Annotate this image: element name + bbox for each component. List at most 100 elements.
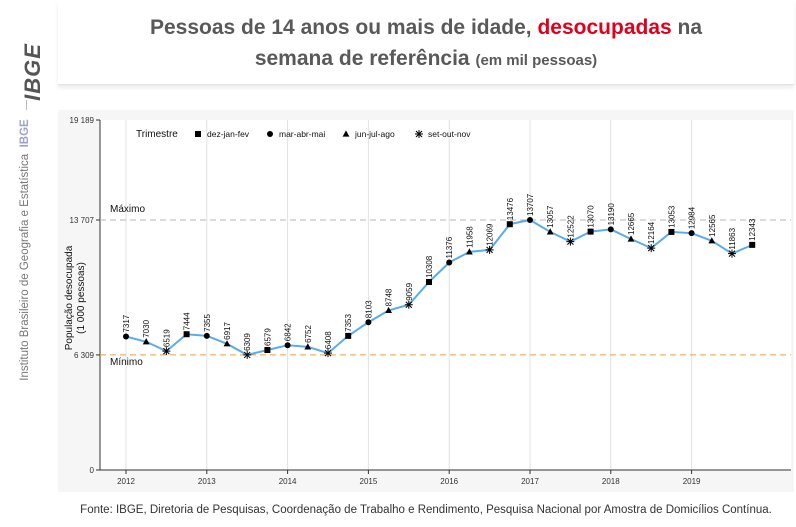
data-point (647, 244, 656, 253)
data-label: 12164 (647, 221, 656, 244)
y-tick-label: 6 309 (74, 351, 95, 360)
x-tick-label: 2012 (117, 477, 135, 486)
data-point (324, 349, 332, 358)
title-part2: na (671, 16, 703, 39)
title-part1: Pessoas de 14 anos ou mais de idade, (149, 16, 538, 39)
data-point (749, 241, 756, 248)
y-axis-label-line: (1 000 pessoas) (76, 262, 87, 334)
legend-marker (267, 131, 273, 137)
data-label: 7355 (203, 313, 212, 331)
data-label: 9059 (405, 282, 414, 300)
data-label: 12069 (486, 223, 495, 246)
line-chart: 2012 2013 2014 2015 2016 2017 2018 2019 0 6 309 13… (64, 116, 791, 486)
data-label: 10308 (425, 255, 434, 278)
series-line (125, 218, 753, 356)
data-label: 13476 (506, 197, 515, 220)
data-point (627, 235, 635, 242)
data-point (304, 343, 312, 350)
data-label: 6842 (284, 323, 293, 341)
data-point (446, 259, 453, 266)
max-reference-label: Máximo (110, 204, 145, 215)
data-point (587, 228, 594, 235)
legend-label: mar-abr-mai (279, 129, 325, 139)
legend-label: jun-jul-ago (354, 129, 395, 139)
data-label: 12343 (748, 218, 757, 241)
data-point (466, 248, 473, 255)
data-label: 7317 (122, 314, 131, 332)
data-point (546, 228, 554, 235)
min-reference-label: Mínimo (110, 357, 143, 368)
sidebar: IBGE Instituto Brasileiro de Geografia e… (0, 0, 52, 527)
data-point (385, 306, 392, 314)
data-label: 12665 (627, 212, 636, 235)
title-unit: (em mil pessoas) (475, 52, 598, 69)
data-label: 7353 (344, 314, 353, 332)
data-label: 6309 (243, 333, 252, 351)
data-point (527, 216, 533, 223)
sidebar-divider (26, 100, 27, 110)
data-label: 11376 (445, 236, 454, 258)
data-label: 13190 (607, 203, 616, 226)
data-label: 7444 (183, 312, 192, 330)
y-axis-label: População desocupada(1 000 pessoas) (64, 245, 87, 350)
title-box: Pessoas de 14 anos ou mais de idade, des… (58, 0, 794, 85)
legend-label: dez-jan-fev (207, 129, 250, 139)
title-highlight: desocupadas (537, 16, 672, 39)
data-label: 12565 (708, 214, 717, 237)
data-label: 13057 (546, 205, 555, 228)
x-tick-label: 2015 (360, 477, 378, 486)
data-point (426, 278, 432, 285)
data-point (223, 340, 231, 347)
data-label: 11863 (728, 227, 737, 249)
data-point (365, 319, 372, 326)
legend-marker (195, 131, 201, 137)
data-point (566, 237, 575, 246)
data-label: 12522 (566, 215, 575, 238)
data-point (162, 347, 171, 356)
data-label: 12984 (688, 206, 697, 229)
data-point (183, 331, 190, 338)
data-label: 7030 (142, 319, 151, 337)
institution-abbr: IBGE (19, 119, 31, 148)
source-note: Fonte: IBGE, Diretoria de Pesquisas, Coo… (80, 504, 772, 516)
x-tick-label: 2017 (521, 477, 539, 486)
data-point (264, 347, 271, 354)
data-label: 6752 (304, 324, 313, 342)
chart-panel: 2012 2013 2014 2015 2016 2017 2018 2019 0 6 309 13… (58, 110, 794, 492)
data-point (607, 226, 614, 233)
data-point (345, 332, 352, 339)
x-tick-label: 2013 (198, 477, 216, 486)
data-point (485, 245, 494, 254)
data-label: 8103 (364, 300, 373, 318)
x-tick-label: 2019 (683, 477, 701, 486)
data-point (203, 332, 210, 339)
x-tick-label: 2016 (440, 477, 458, 486)
logo-text: IBGE (20, 43, 45, 101)
data-point (668, 228, 675, 235)
data-label: 6917 (223, 321, 232, 339)
legend-marker (342, 130, 350, 137)
data-label: 13707 (526, 193, 535, 216)
title-line2: semana de referência (254, 47, 470, 70)
data-point (123, 333, 129, 340)
data-point (243, 350, 252, 359)
ibge-logo: IBGE (8, 14, 45, 104)
data-point (284, 342, 291, 349)
data-label: 6519 (162, 329, 171, 347)
data-label: 8748 (385, 288, 394, 306)
y-tick-label: 0 (90, 466, 95, 475)
legend-title: Trimestre (136, 129, 178, 140)
data-point (506, 221, 513, 228)
data-label: 11958 (465, 226, 474, 248)
plot-area (100, 120, 791, 470)
y-tick-label: 13 707 (70, 216, 95, 225)
chart-title: Pessoas de 14 anos ou mais de idade, des… (58, 12, 794, 76)
data-label: 6579 (263, 328, 272, 346)
data-point (142, 338, 150, 345)
x-tick-label: 2014 (279, 477, 297, 486)
y-tick-label: 19 189 (70, 116, 95, 125)
data-point (404, 300, 413, 309)
institution-full-name: Instituto Brasileiro de Geografia e Esta… (19, 153, 31, 381)
legend-label: set-out-nov (428, 129, 471, 139)
x-tick-label: 2018 (602, 477, 620, 486)
